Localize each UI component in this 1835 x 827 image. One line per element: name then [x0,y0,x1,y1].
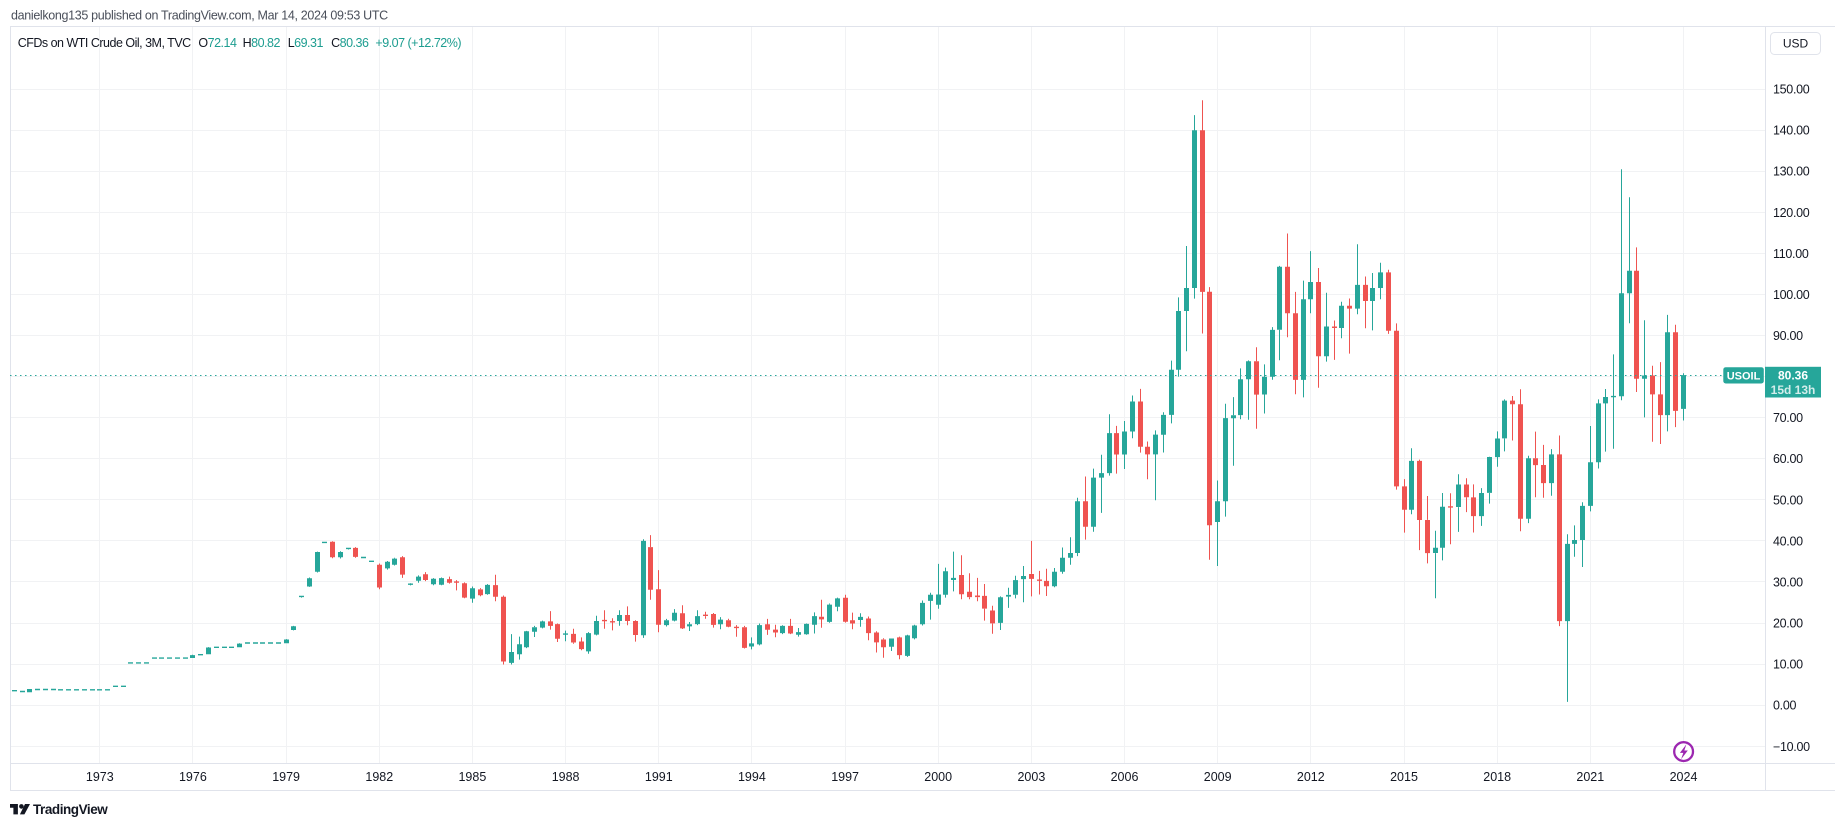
svg-text:1976: 1976 [179,770,207,784]
svg-text:1973: 1973 [86,770,114,784]
svg-text:80.36: 80.36 [1778,369,1808,383]
svg-text:CFDs on WTI Crude Oil, 3M, TVC: CFDs on WTI Crude Oil, 3M, TVC [18,36,191,50]
svg-text:USD: USD [1783,37,1809,51]
svg-text:140.00: 140.00 [1773,124,1810,138]
svg-text:2006: 2006 [1111,770,1139,784]
svg-text:2000: 2000 [924,770,952,784]
svg-text:15d 13h: 15d 13h [1771,383,1816,397]
svg-text:70.00: 70.00 [1773,411,1803,425]
svg-text:1985: 1985 [458,770,486,784]
svg-text:2009: 2009 [1204,770,1232,784]
svg-text:0.00: 0.00 [1773,699,1796,713]
svg-text:1988: 1988 [552,770,580,784]
svg-text:USOIL: USOIL [1727,370,1761,382]
svg-text:danielkong135 published on Tra: danielkong135 published on TradingView.c… [11,9,388,23]
svg-text:1994: 1994 [738,770,766,784]
svg-text:130.00: 130.00 [1773,165,1810,179]
svg-text:120.00: 120.00 [1773,206,1810,220]
svg-text:90.00: 90.00 [1773,329,1803,343]
svg-text:1991: 1991 [645,770,673,784]
svg-text:40.00: 40.00 [1773,534,1803,548]
svg-text:20.00: 20.00 [1773,617,1803,631]
svg-text:30.00: 30.00 [1773,576,1803,590]
svg-text:60.00: 60.00 [1773,452,1803,466]
svg-text:1979: 1979 [272,770,300,784]
svg-text:110.00: 110.00 [1773,247,1809,261]
svg-text:1982: 1982 [365,770,393,784]
svg-text:100.00: 100.00 [1773,288,1810,302]
svg-text:−10.00: −10.00 [1773,740,1810,754]
svg-text:2021: 2021 [1576,770,1604,784]
svg-text:1997: 1997 [831,770,859,784]
svg-text:TradingView: TradingView [33,802,108,817]
svg-text:2012: 2012 [1297,770,1325,784]
svg-text:2024: 2024 [1670,770,1698,784]
svg-text:50.00: 50.00 [1773,493,1803,507]
svg-text:10.00: 10.00 [1773,658,1803,672]
svg-text:150.00: 150.00 [1773,83,1810,97]
svg-text:2003: 2003 [1017,770,1045,784]
svg-text:2015: 2015 [1390,770,1418,784]
svg-text:2018: 2018 [1483,770,1511,784]
